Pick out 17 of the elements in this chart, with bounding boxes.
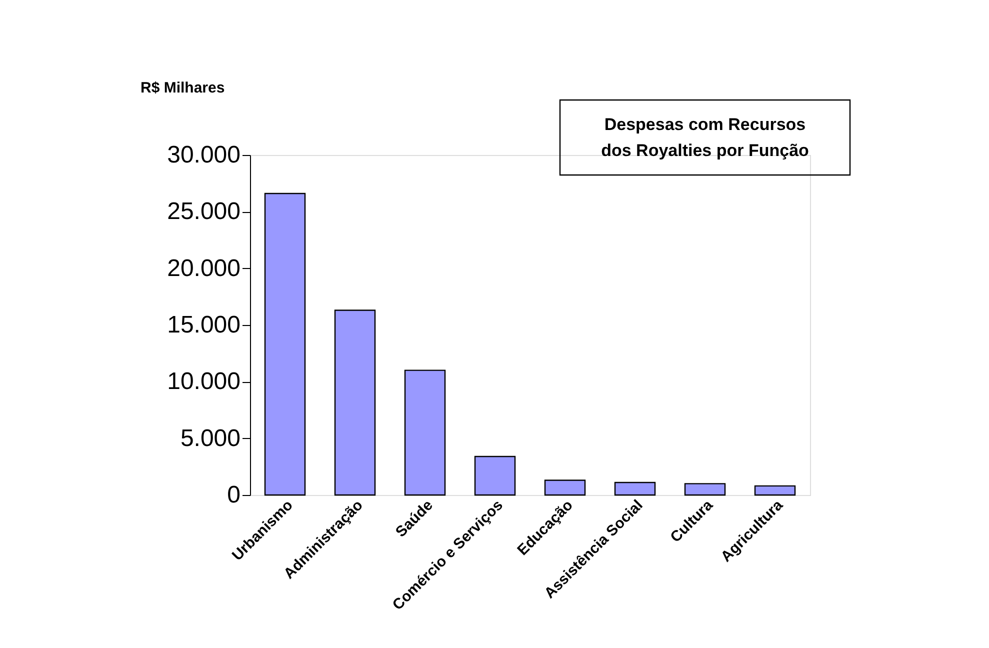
bar xyxy=(264,192,306,496)
bar xyxy=(404,370,446,496)
y-tick-label: 5.000 xyxy=(180,424,240,452)
y-tick-label: 25.000 xyxy=(167,198,240,226)
bar xyxy=(754,485,796,496)
y-axis-title: R$ Milhares xyxy=(140,80,225,96)
y-tick-label: 0 xyxy=(227,482,240,508)
chart-title: Despesas com Recursos dos Royalties por Função xyxy=(601,115,809,160)
bar xyxy=(334,310,376,496)
y-tick-label: 30.000 xyxy=(167,142,240,168)
bar xyxy=(614,482,656,496)
y-tick-label: 10.000 xyxy=(167,368,240,396)
bar xyxy=(544,480,586,496)
bar xyxy=(684,483,726,496)
bar xyxy=(474,456,516,496)
y-tick-label: 15.000 xyxy=(167,312,240,338)
y-tick-label: 20.000 xyxy=(167,254,240,282)
